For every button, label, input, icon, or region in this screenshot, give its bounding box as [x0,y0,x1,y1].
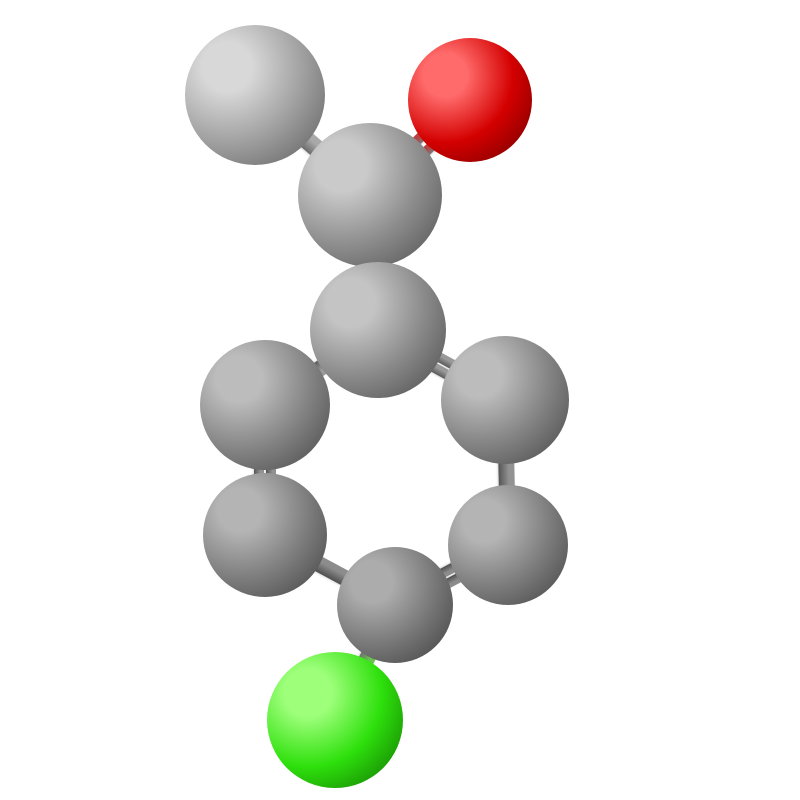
atom-O [408,38,532,162]
atom-C_ipso [310,262,446,398]
atom-Cl [267,652,403,788]
atom-C_methyl [185,25,325,165]
molecule-canvas [0,0,800,800]
atom-C_meta_L [203,473,327,597]
atom-C_carbonyl [298,123,442,267]
atom-C_ortho_L [200,340,330,470]
atom-C_para [337,547,453,663]
atom-C_ortho_R [441,336,569,464]
atom-C_meta_R [448,485,568,605]
